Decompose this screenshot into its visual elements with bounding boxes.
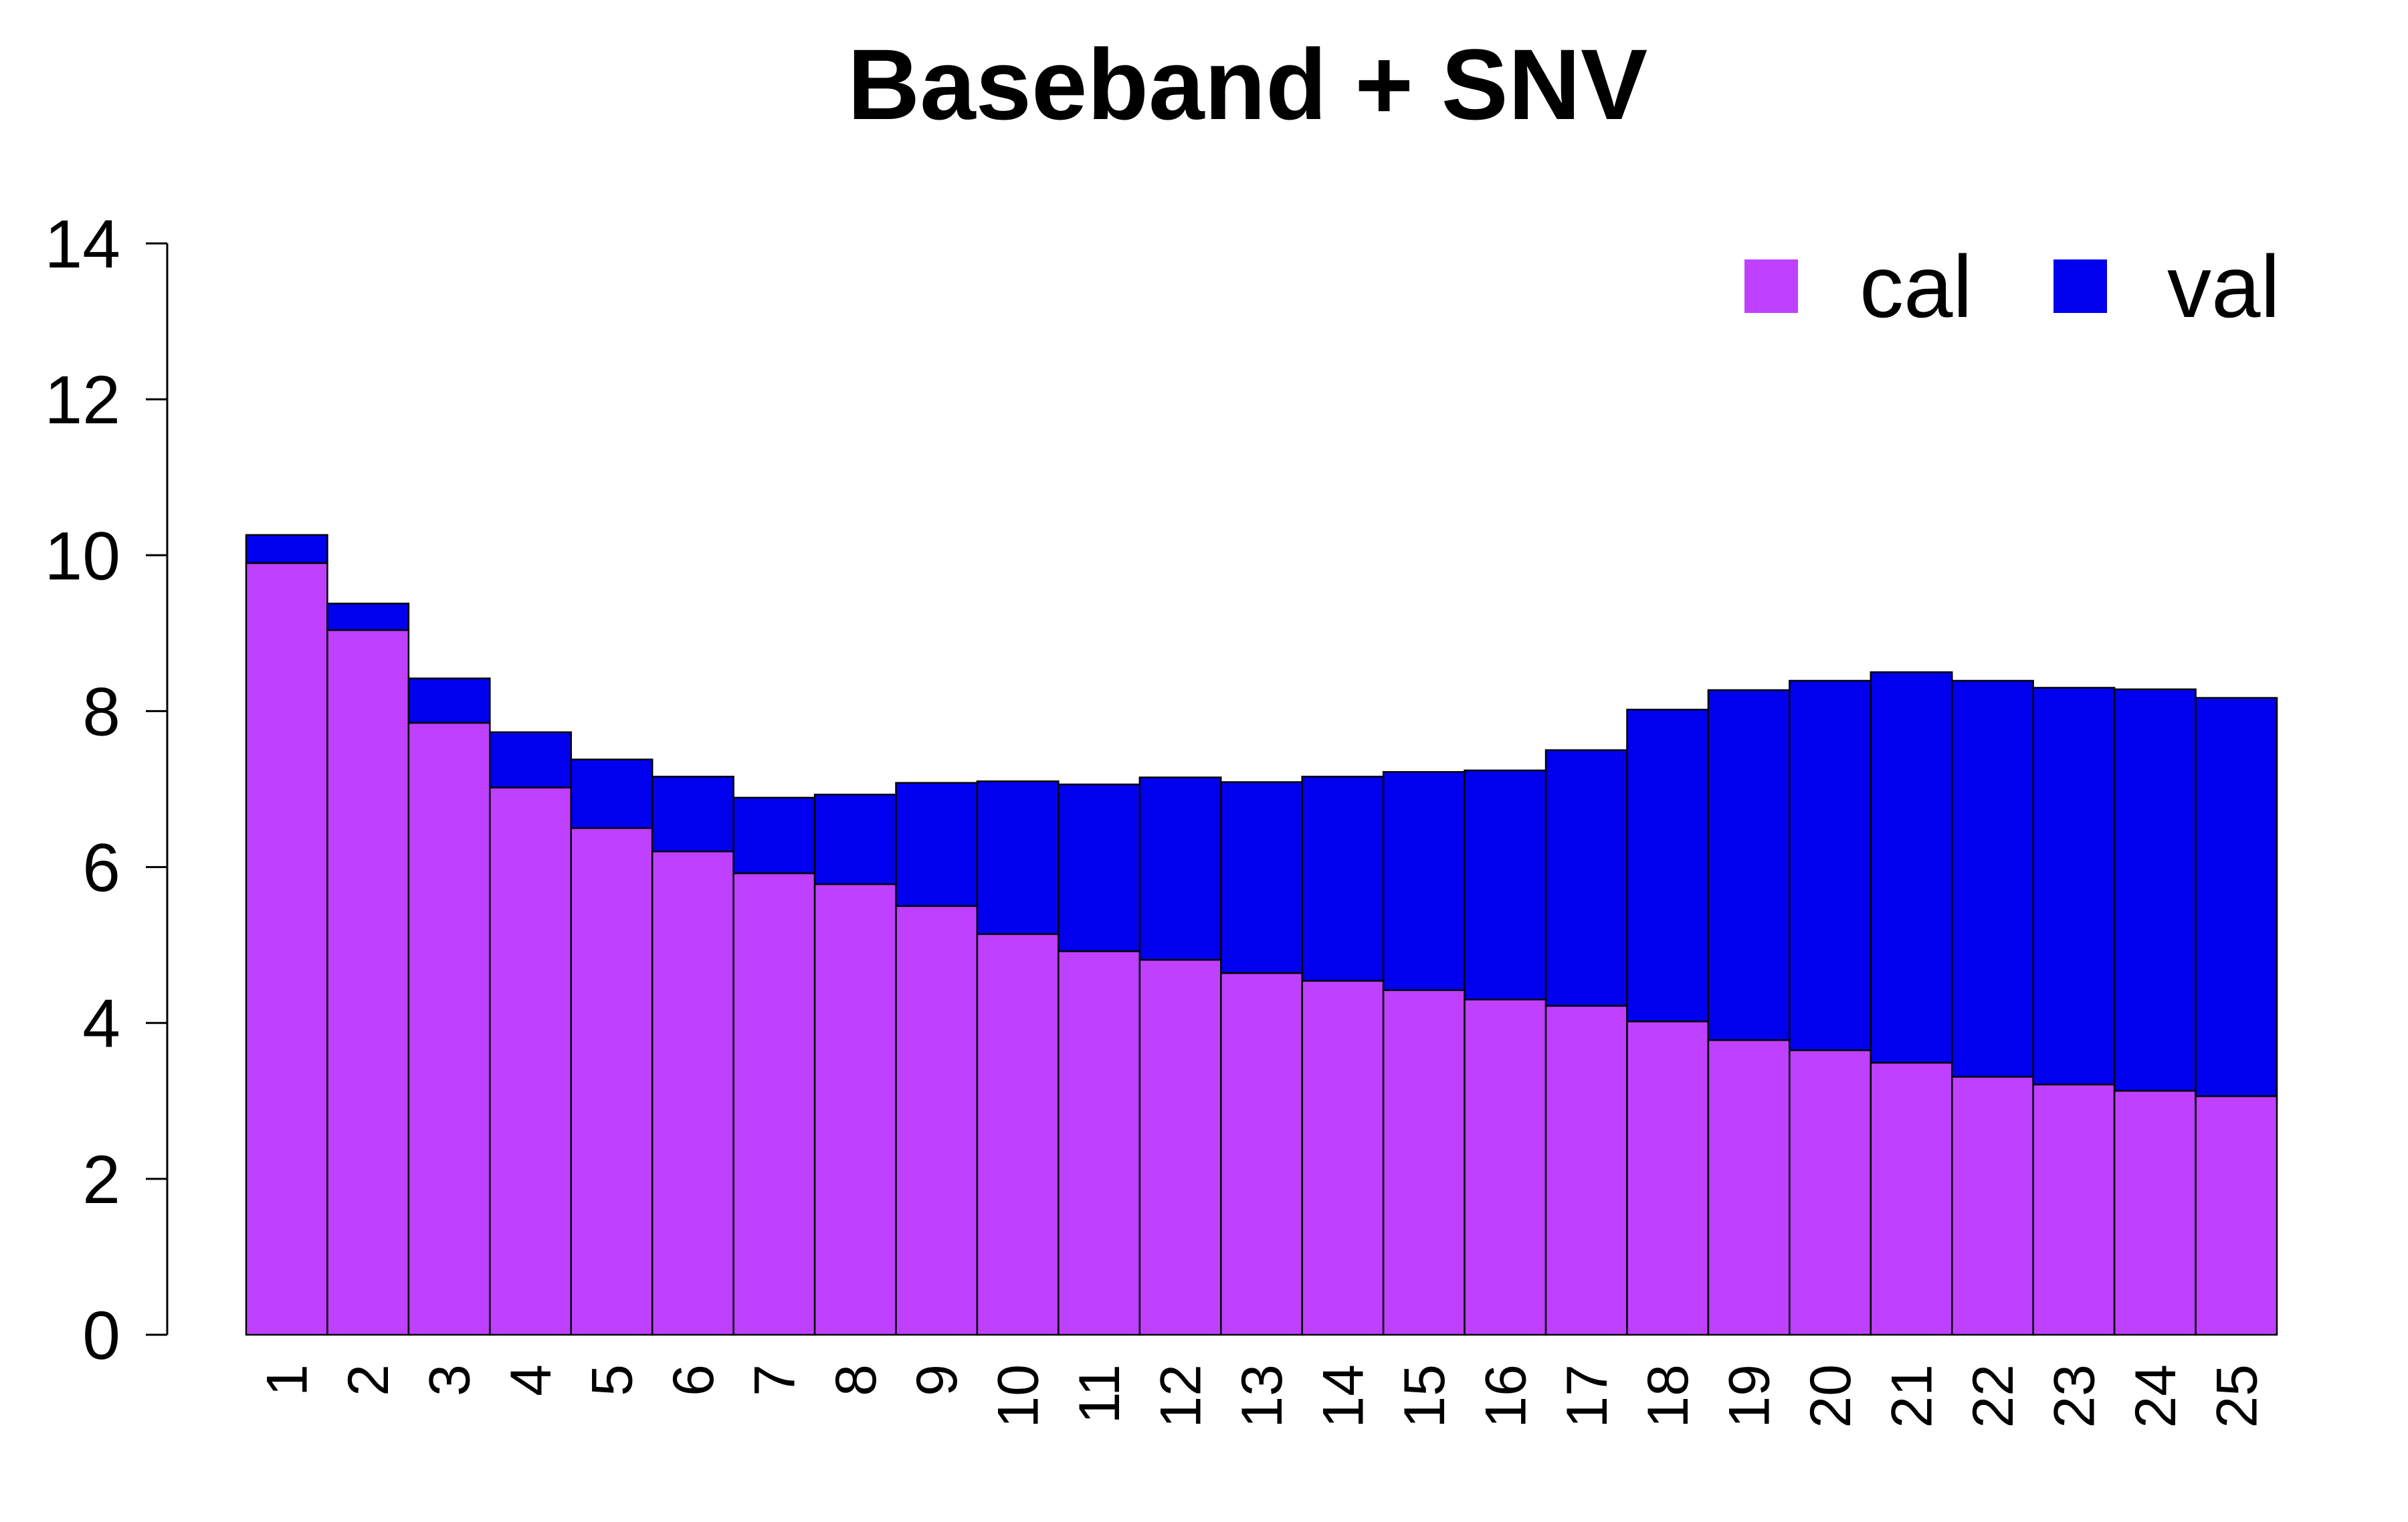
x-tick-label: 17 (1555, 1364, 1619, 1428)
legend: cal val (1744, 237, 2280, 336)
bar-val-6 (651, 776, 734, 853)
bar-val-11 (1058, 783, 1141, 952)
x-tick-label: 12 (1149, 1364, 1213, 1428)
y-tick-label: 8 (82, 673, 120, 750)
bar-cal-23 (2032, 1083, 2116, 1336)
y-tick-label: 2 (82, 1142, 120, 1218)
x-tick-label: 8 (824, 1364, 888, 1396)
bar-val-20 (1789, 679, 1872, 1051)
chart-title: Baseband + SNV (847, 28, 1647, 140)
y-tick-label: 14 (45, 206, 120, 282)
x-tick-label: 10 (987, 1364, 1051, 1428)
y-tick-label: 0 (82, 1297, 120, 1374)
x-tick-label: 14 (1311, 1364, 1375, 1428)
bar-val-21 (1870, 671, 1953, 1064)
bar-cal-13 (1220, 972, 1303, 1336)
x-tick-label: 13 (1230, 1364, 1294, 1428)
x-tick-label: 2 (336, 1364, 401, 1396)
bar-cal-15 (1382, 989, 1466, 1336)
bar-val-24 (2113, 688, 2197, 1092)
bar-cal-3 (407, 722, 491, 1336)
bar-cal-2 (326, 629, 410, 1336)
x-tick-label: 7 (742, 1364, 807, 1396)
x-tick-label: 25 (2205, 1364, 2269, 1428)
bar-cal-18 (1626, 1020, 1710, 1336)
bar-val-2 (326, 603, 410, 631)
bar-val-12 (1138, 776, 1222, 961)
bar-cal-17 (1544, 1004, 1628, 1336)
bar-val-14 (1301, 776, 1385, 982)
x-tick-label: 1 (256, 1364, 320, 1396)
bar-val-10 (976, 780, 1060, 936)
bar-cal-10 (976, 933, 1060, 1336)
bar-cal-8 (813, 883, 897, 1336)
bar-val-9 (895, 782, 979, 907)
x-tick-label: 9 (905, 1364, 969, 1396)
x-tick-label: 21 (1880, 1364, 1944, 1428)
bar-val-8 (813, 793, 897, 885)
bar-val-19 (1707, 689, 1791, 1041)
bar-cal-1 (245, 562, 328, 1336)
bar-cal-14 (1301, 980, 1385, 1336)
bar-cal-5 (570, 827, 654, 1336)
y-tick-label: 4 (82, 986, 120, 1062)
x-tick-label: 15 (1393, 1364, 1457, 1428)
legend-label-cal: cal (1860, 237, 1973, 336)
bar-cal-9 (895, 905, 979, 1336)
x-tick-label: 16 (1474, 1364, 1538, 1428)
bars (245, 534, 2278, 1336)
y-tick-label: 6 (82, 830, 120, 906)
bar-val-5 (570, 758, 654, 829)
bar-val-16 (1464, 769, 1547, 1000)
x-tick-label: 22 (1961, 1364, 2025, 1428)
bar-val-3 (407, 677, 491, 724)
x-tick-label: 19 (1718, 1364, 1782, 1428)
bar-cal-4 (489, 786, 573, 1336)
y-tick-label: 12 (45, 362, 120, 438)
x-tick-label: 18 (1636, 1364, 1700, 1428)
bar-val-1 (245, 534, 328, 564)
x-tick-label: 24 (2124, 1364, 2188, 1428)
legend-swatch-cal (1744, 259, 1798, 313)
y-tick-label: 10 (45, 518, 120, 594)
x-tick-label: 20 (1799, 1364, 1863, 1428)
x-axis: 1 2 3 4 5 6 7 8 9 10 11 12 13 14 15 16 17 18 19 20 21 22 23 24 2… (256, 1364, 2270, 1428)
bar-val-15 (1382, 771, 1466, 992)
x-tick-label: 4 (499, 1364, 563, 1396)
legend-label-val: val (2167, 237, 2280, 336)
x-tick-label: 3 (418, 1364, 482, 1396)
bar-val-7 (732, 796, 816, 875)
bar-cal-11 (1058, 950, 1141, 1336)
bar-cal-22 (1950, 1075, 2034, 1336)
x-tick-label: 5 (580, 1364, 644, 1396)
bar-cal-19 (1707, 1039, 1791, 1336)
x-tick-label: 11 (1068, 1364, 1132, 1424)
bar-val-13 (1220, 781, 1303, 974)
x-tick-label: 23 (2042, 1364, 2106, 1428)
bar-val-4 (489, 731, 573, 788)
y-axis: 0 2 4 6 8 10 12 14 (45, 206, 169, 1374)
bar-val-22 (1950, 679, 2034, 1078)
bar-cal-25 (2195, 1095, 2278, 1336)
bar-val-25 (2195, 697, 2278, 1097)
bar-cal-12 (1138, 959, 1222, 1336)
bar-cal-7 (732, 872, 816, 1336)
bar-cal-24 (2113, 1089, 2197, 1336)
bar-cal-21 (1870, 1061, 1953, 1336)
bar-cal-20 (1789, 1049, 1872, 1336)
x-tick-label: 6 (662, 1364, 726, 1396)
bar-val-23 (2032, 687, 2116, 1086)
bar-val-18 (1626, 708, 1710, 1022)
bar-cal-6 (651, 851, 734, 1336)
bar-val-17 (1544, 749, 1628, 1007)
legend-swatch-val (2053, 259, 2107, 313)
bar-cal-16 (1464, 998, 1547, 1336)
